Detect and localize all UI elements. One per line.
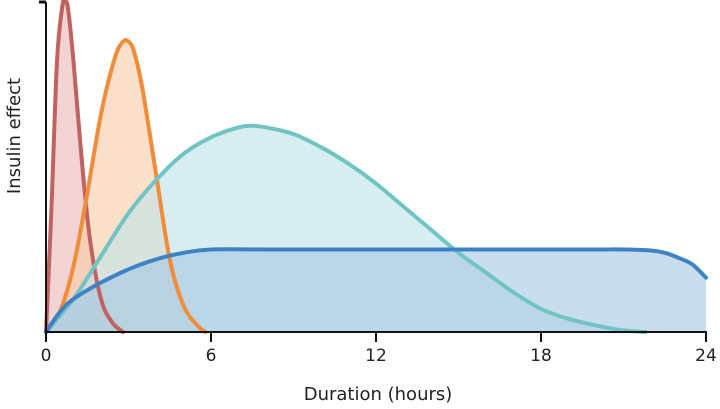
y-axis-title: Insulin effect xyxy=(4,78,25,194)
x-tick-label: 18 xyxy=(530,346,552,366)
x-axis-ticks: 0 6 12 18 24 xyxy=(41,332,717,366)
series-4-area xyxy=(46,249,706,332)
series-4-line xyxy=(44,247,708,334)
series-3-line xyxy=(44,123,648,334)
x-tick-label: 6 xyxy=(206,346,217,366)
x-tick-label: 24 xyxy=(695,346,717,366)
series-lines xyxy=(44,0,708,334)
x-tick-label: 0 xyxy=(41,346,52,366)
series-areas xyxy=(46,0,706,333)
series-2-line xyxy=(44,37,208,334)
series-1-line xyxy=(44,0,125,334)
series-1-area xyxy=(46,0,123,332)
x-axis-title: Duration (hours) xyxy=(304,384,453,405)
x-tick-label: 12 xyxy=(365,346,387,366)
